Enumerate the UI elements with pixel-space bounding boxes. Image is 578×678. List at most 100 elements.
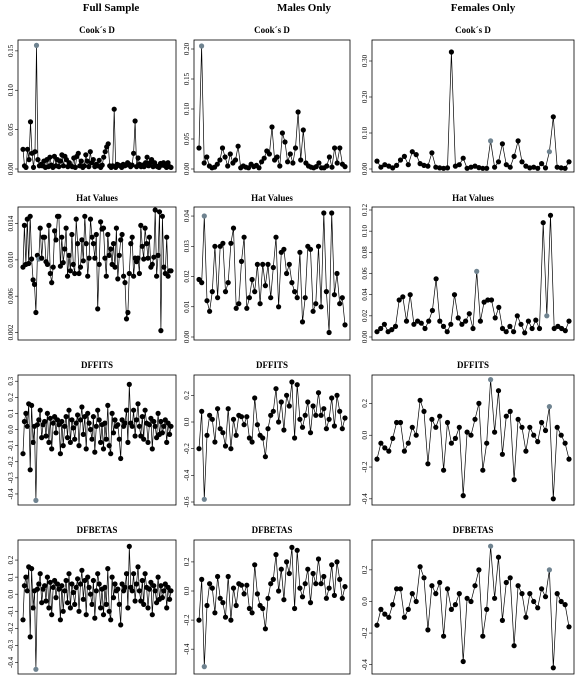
data-point [262,454,268,460]
data-point [209,289,215,295]
data-point [492,595,498,601]
data-point [89,234,95,240]
data-point [437,579,443,586]
y-tick-label: 0.010 [7,252,15,268]
data-point [30,277,36,283]
data-point [87,591,94,597]
plot-frame-dffits-females-only [371,374,575,506]
data-point [476,567,482,573]
data-point [429,416,435,422]
y-tick-label: 0.2 [7,555,15,564]
data-point [141,256,147,262]
data-point [220,600,226,606]
data-point [540,220,546,226]
panel-hat-values-males-only: Hat Values 0.00 0.01 0.02 0.03 0.04 [183,193,351,343]
data-point [413,152,419,158]
data-point [89,436,95,442]
data-point [129,423,135,429]
data-point [47,154,53,160]
data-point [276,304,282,310]
data-point [554,424,560,430]
data-point [227,151,233,157]
data-point [389,327,395,333]
data-point [451,292,458,298]
panel-title-dfbetas-full-sample: DFBETAS [77,525,118,535]
data-point [67,268,73,274]
y-tick-label: -0.4 [7,488,15,500]
data-point [302,412,308,418]
data-point [339,595,345,601]
data-point [331,292,337,298]
data-point [220,240,226,246]
data-point [470,325,476,332]
data-point [318,581,324,587]
data-point [425,163,431,169]
data-point [145,605,151,611]
data-point [64,273,71,279]
data-point [27,119,34,125]
data-point [60,163,66,169]
data-point [73,584,79,591]
data-point [300,127,306,133]
data-point [90,157,96,163]
data-point [106,443,112,449]
data-point [270,408,276,414]
data-point [452,435,458,441]
data-point [331,423,337,429]
data-point [533,317,539,323]
data-point [225,163,231,169]
panel-title-dffits-males-only: DFFITS [256,360,288,370]
data-point [460,493,466,499]
data-point [417,397,423,403]
data-point [519,591,525,597]
data-point [421,575,427,581]
data-point [145,439,151,445]
data-point [29,402,35,408]
data-point [63,414,69,420]
data-point [115,276,121,282]
y-tick-label: -0.3 [7,472,15,484]
data-point [69,581,75,587]
data-point [21,418,27,425]
panel-title-dfbetas-females-only: DFBETAS [453,525,494,535]
data-point [510,329,517,335]
y-tick-label: 0.08 [361,246,369,259]
data-point [409,149,415,155]
data-point [215,295,221,301]
column-title-females-only: Females Only [451,2,516,14]
data-point [448,321,454,327]
y-tick-label: -0.1 [7,440,15,452]
data-point [165,584,171,591]
data-point [30,164,37,170]
data-point [554,164,560,170]
data-point [256,165,262,171]
y-tick-label: 0.05 [183,132,191,145]
data-point [261,155,267,161]
data-point [204,602,210,609]
data-point [444,329,450,335]
data-point [499,617,505,624]
plot-frame-dfbetas-full-sample [17,539,177,675]
panel-title-dffits-full-sample: DFFITS [81,360,113,370]
plot-frame-dffits-males-only [193,374,351,506]
data-point [337,576,343,583]
data-point [212,243,218,249]
y-tick-label: 0.12 [361,203,369,216]
data-point [20,617,26,623]
y-tick-label: 0.02 [183,270,191,283]
highlighted-point [33,497,39,503]
data-point [252,395,258,401]
data-point [547,212,554,218]
data-point [66,407,72,413]
data-point [103,436,109,442]
data-point [136,270,142,277]
data-point [459,321,465,327]
data-point [236,301,242,307]
data-point [76,608,82,614]
data-point [254,261,260,267]
y-tick-label: 0.04 [183,209,191,222]
y-tick-label: -0.1 [7,605,15,617]
data-point [20,146,26,152]
data-point [78,158,84,164]
data-point [329,395,335,401]
